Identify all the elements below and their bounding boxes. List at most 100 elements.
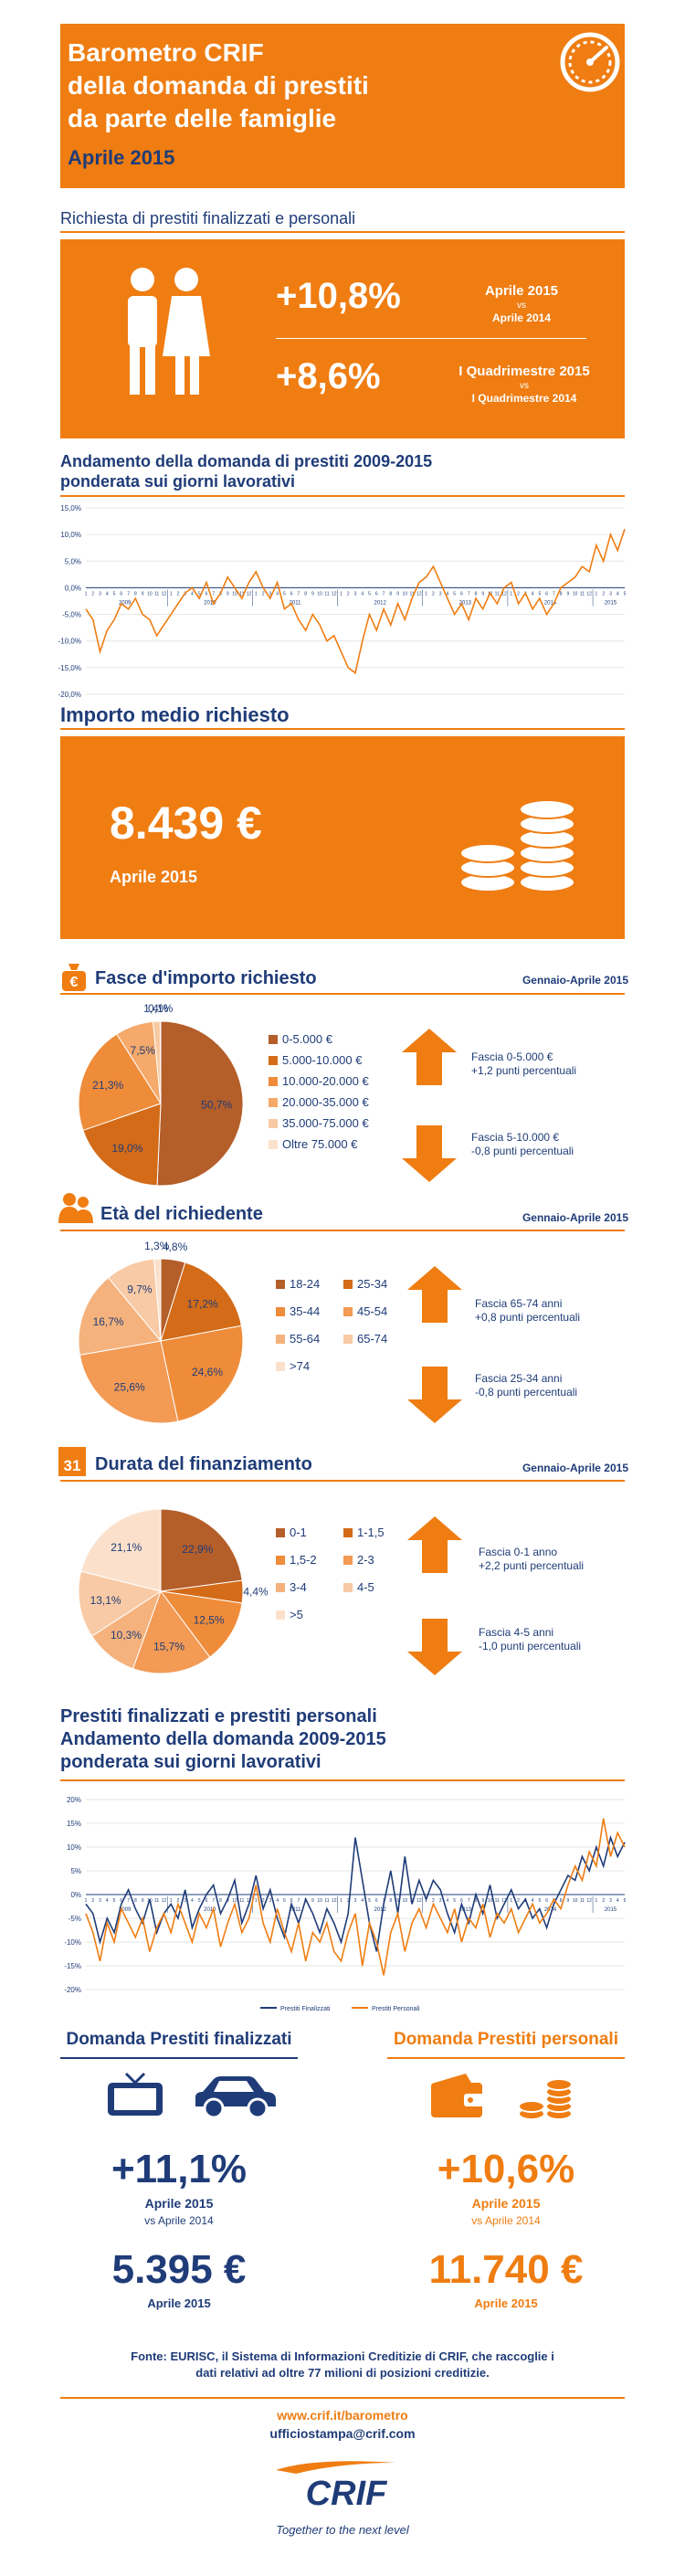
coins-icon — [518, 2078, 573, 2120]
x-tick-label: 3 — [439, 591, 442, 596]
series-line — [85, 1818, 626, 1976]
personali-title: Domanda Prestiti personali — [393, 2030, 618, 2049]
x-tick-label: 9 — [481, 591, 484, 596]
pie-data-label: 1,3% — [144, 1240, 170, 1252]
richiesta-inner-divider — [276, 338, 586, 339]
pie-data-label: 25,6% — [114, 1381, 145, 1394]
y-tick-label: 10,0% — [60, 531, 81, 539]
richiesta-compare-quarter-a: I Quadrimestre 2015 — [458, 364, 590, 379]
legend-label: 0-1 — [290, 1526, 307, 1539]
x-tick-label: 5 — [283, 1898, 286, 1904]
y-tick-label: 10% — [67, 1843, 81, 1852]
personali-pct: +10,6% — [437, 2147, 575, 2191]
personali-amount-period: Aprile 2015 — [474, 2296, 538, 2310]
eta-pie-chart: 4,8% 17,2% 24,6% 25,6% 16,7% 9,7% 1,3% — [78, 1240, 244, 1424]
pie-data-label: 19,0% — [111, 1142, 142, 1155]
x-tick-label: 6 — [120, 1898, 122, 1904]
pie-data-label: 21,1% — [111, 1541, 142, 1554]
fasce-up-line2: +1,2 punti percentuali — [471, 1064, 577, 1077]
x-tick-label: 5 — [624, 591, 627, 596]
x-tick-label: 3 — [184, 1898, 186, 1904]
x-tick-label: 2 — [517, 591, 520, 596]
x-tick-label: 12 — [416, 1898, 422, 1904]
prestiti-line-chart: 20%15%10%5%0%-5%-10%-15%-20%1 2 3 4 5 6 7 8 9 10 1… — [64, 1796, 626, 2012]
x-tick-label: 6 — [206, 591, 208, 596]
year-label: 2014 — [544, 600, 557, 606]
legend-item: 4-5 — [343, 1580, 374, 1594]
durata-title: Durata del finanziamento — [95, 1454, 312, 1474]
andamento-divider — [60, 495, 625, 497]
x-tick-label: 6 — [460, 591, 463, 596]
y-tick-label: -10,0% — [58, 638, 81, 646]
legend-label: 3-4 — [290, 1580, 307, 1594]
pie-slice — [159, 1020, 162, 1104]
footer-url[interactable]: www.crif.it/barometro — [277, 2408, 408, 2423]
fasce-down-line2: -0,8 punti percentuali — [471, 1145, 574, 1157]
x-tick-label: 12 — [586, 1898, 592, 1904]
x-tick-label: 1 — [85, 591, 88, 596]
legend-swatch — [343, 1556, 353, 1565]
x-tick-label: 11 — [324, 1898, 329, 1904]
eta-up-line1: Fascia 65-74 anni — [475, 1297, 563, 1310]
durata-up-line1: Fascia 0-1 anno — [479, 1546, 558, 1558]
legend-item: 0-1 — [276, 1526, 307, 1539]
legend-label: Prestiti Personali — [372, 2006, 420, 2012]
legend-swatch — [343, 1528, 353, 1537]
personali-divider — [387, 2057, 625, 2059]
fasce-period: Gennaio-Aprile 2015 — [522, 974, 628, 987]
x-tick-label: 1 — [255, 1898, 258, 1904]
importo-divider — [60, 728, 625, 730]
legend-label: 2-3 — [357, 1553, 374, 1567]
y-tick-label: 20% — [67, 1796, 81, 1804]
year-label: 2012 — [374, 1907, 386, 1913]
x-tick-label: 4 — [532, 1898, 534, 1904]
x-tick-label: 4 — [361, 1898, 364, 1904]
x-tick-label: 11 — [154, 591, 159, 596]
x-tick-label: 12 — [332, 1898, 337, 1904]
x-tick-label: 10 — [573, 1898, 578, 1904]
x-tick-label: 1 — [425, 591, 427, 596]
x-tick-label: 2 — [432, 591, 435, 596]
x-tick-label: 3 — [439, 1898, 442, 1904]
y-tick-label: 0% — [70, 1891, 81, 1899]
finalizzati-amount: 5.395 € — [111, 2247, 247, 2292]
x-tick-label: 11 — [154, 1898, 159, 1904]
pie-data-label: 50,7% — [201, 1098, 232, 1111]
x-tick-label: 5 — [453, 591, 456, 596]
pie-slice — [78, 1570, 163, 1637]
eta-up-line2: +0,8 punti percentuali — [475, 1311, 581, 1324]
y-tick-label: 5,0% — [65, 557, 81, 565]
svg-text:€: € — [70, 975, 79, 990]
year-label: 2012 — [374, 600, 386, 606]
x-tick-label: 1 — [85, 1898, 88, 1904]
y-tick-label: 15% — [67, 1820, 81, 1828]
legend-item: >74 — [276, 1359, 310, 1373]
legend-item: 2-3 — [343, 1553, 374, 1567]
legend-item: 25-34 — [343, 1277, 387, 1291]
fasce-title: Fasce d'importo richiesto — [95, 968, 317, 988]
y-tick-label: 15,0% — [60, 504, 81, 512]
eta-down-line2: -0,8 punti percentuali — [475, 1386, 578, 1399]
x-tick-label: 2 — [602, 1898, 605, 1904]
header-title-line1: Barometro CRIF — [68, 38, 264, 67]
arrow-up-icon — [407, 1516, 462, 1573]
x-tick-label: 7 — [298, 1898, 300, 1904]
x-tick-label: 8 — [134, 591, 137, 596]
x-tick-label: 11 — [410, 591, 415, 596]
richiesta-compare-quarter-b: vs — [520, 381, 529, 391]
x-tick-label: 6 — [460, 1898, 463, 1904]
legend-item: 0-5.000 € — [269, 1032, 332, 1046]
footer-email[interactable]: ufficiostampa@crif.com — [269, 2426, 416, 2441]
x-tick-label: 5 — [198, 1898, 201, 1904]
calendar-number: 31 — [58, 1455, 86, 1476]
legend-label: 35.000-75.000 € — [282, 1116, 369, 1130]
year-label: 2013 — [459, 1907, 472, 1913]
gauge-icon — [560, 32, 620, 92]
pie-data-label: 9,7% — [127, 1283, 153, 1295]
importo-period: Aprile 2015 — [110, 868, 198, 886]
x-tick-label: 12 — [247, 591, 252, 596]
legend-label: 5.000-10.000 € — [282, 1053, 363, 1067]
legend-label: Prestiti Finalizzati — [280, 2006, 331, 2012]
legend-item: >5 — [276, 1608, 303, 1621]
legend-label: 65-74 — [357, 1332, 388, 1346]
